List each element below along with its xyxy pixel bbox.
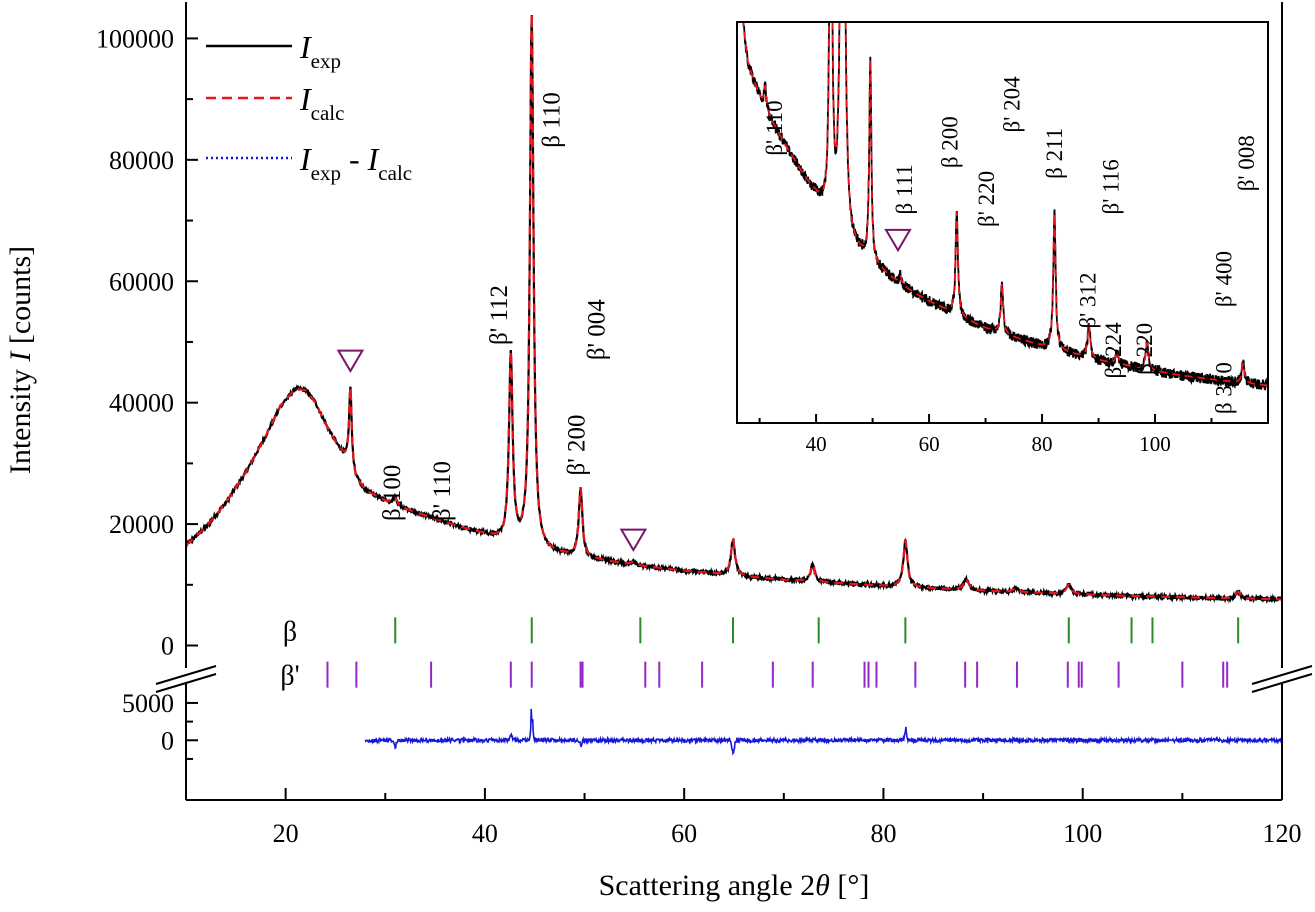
inset-peak-label: β 220 [1132,323,1157,375]
y-axis-title-symbol: I [4,350,37,363]
axis-break-mark [1251,665,1313,685]
y-tick-label: 40000 [109,389,174,418]
x-tick-label: 80 [870,819,896,848]
legend-label-minus: - [341,141,368,177]
inset-x-tick-label: 100 [1139,432,1171,456]
x-tick-label: 60 [671,819,697,848]
peak-label: β 100 [379,465,406,521]
inset-peak-label: β' 204 [999,76,1024,133]
difference-plot-series [364,708,1282,756]
inset-peak-label: β 111 [892,164,917,214]
inset-peak-label: β' 008 [1234,135,1259,191]
y-tick-label: 100000 [96,24,174,53]
inset-peak-label: β' 110 [762,100,787,155]
annotations: β 100 β' 110 β' 112 β 110 β' 200 β' 004 [336,92,648,553]
x-axis-title: Scattering angle 2θ [°] [599,869,870,902]
y-tick-label: 20000 [109,510,174,539]
inset-peak-label: β' 400 [1211,251,1236,307]
peak-label: β' 004 [583,299,610,360]
peak-label: β 110 [539,92,566,148]
series-line-i-calc [186,13,1282,601]
legend-label: Iexp - Icalc [299,141,412,185]
inset-peak-label: β' 220 [974,171,999,227]
legend-label-sub: calc [311,101,345,125]
legend-label-main: I [299,141,312,177]
y-axis-title-prefix: Intensity [4,362,37,475]
legend-label-main: I [299,81,312,117]
inset-series [742,22,1268,392]
inset-series-line-i-calc [742,22,1268,387]
legend-label-sub: exp [311,49,341,73]
axis-break-mark [155,665,217,685]
inset-frame [736,21,1269,424]
legend-label-sub: exp [311,161,341,185]
x-axis-title-prefix: Scattering angle 2 [599,869,816,902]
axis-break-mark [155,673,217,693]
axes: 20 40 60 80 100 120 0 20000 40000 60000 80000 10000… [4,2,1313,902]
phase-row-label: β' [280,661,299,692]
peak-label: β' 200 [564,415,591,476]
inset-x-tick-label: 40 [806,432,827,456]
inset-x-tick-label: 80 [1032,432,1053,456]
y-axis-title: Intensity I [counts] [4,246,37,474]
legend-label-main: I [299,29,312,65]
inset-background [737,22,1268,423]
x-tick-label: 40 [472,819,498,848]
impurity-marker [619,528,648,553]
x-axis-title-symbol: θ [815,869,830,902]
legend-label-main2: I [367,141,380,177]
upper-plot-series [186,13,1282,605]
x-tick-label: 120 [1263,819,1302,848]
x-tick-label: 20 [273,819,299,848]
y-tick-label: 80000 [109,146,174,175]
y-tick-label: 60000 [109,267,174,296]
impurity-marker [336,349,365,373]
inset-peak-label: β 200 [937,116,962,168]
legend-label: Iexp [299,29,341,73]
axis-break-mark [1251,673,1313,693]
x-axis-title-unit: [°] [830,869,869,902]
y-axis-title-unit: [counts] [4,246,37,352]
legend-label: Icalc [299,81,344,125]
inset-plot: 40 60 80 100 β' 110 β 111 β 200 β' 220 β' 204 β 2… [736,21,1269,456]
peak-label: β' 110 [429,461,456,521]
reflection-tick-marks: β β' [280,616,1240,692]
x-tick-label: 100 [1063,819,1102,848]
inset-impurity-marker [884,228,912,253]
inset-peak-label: β' 224 [1101,322,1126,379]
y-tick-label-lower: 5000 [122,689,174,718]
inset-peak-label: β' 312 [1076,272,1101,328]
phase-row-label: β [283,616,297,647]
y-tick-label: 0 [161,632,174,661]
y-tick-label-lower: 0 [161,726,174,755]
inset-x-tick-label: 60 [919,432,940,456]
legend-label-sub2: calc [378,161,412,185]
inset-peak-label: β 211 [1042,128,1067,179]
series-line-i-exp-minus-i-calc [364,708,1282,756]
peak-label: β' 112 [486,285,513,345]
inset-peak-label: β' 116 [1098,159,1123,214]
inset-peak-label: β 310 [1211,362,1236,414]
